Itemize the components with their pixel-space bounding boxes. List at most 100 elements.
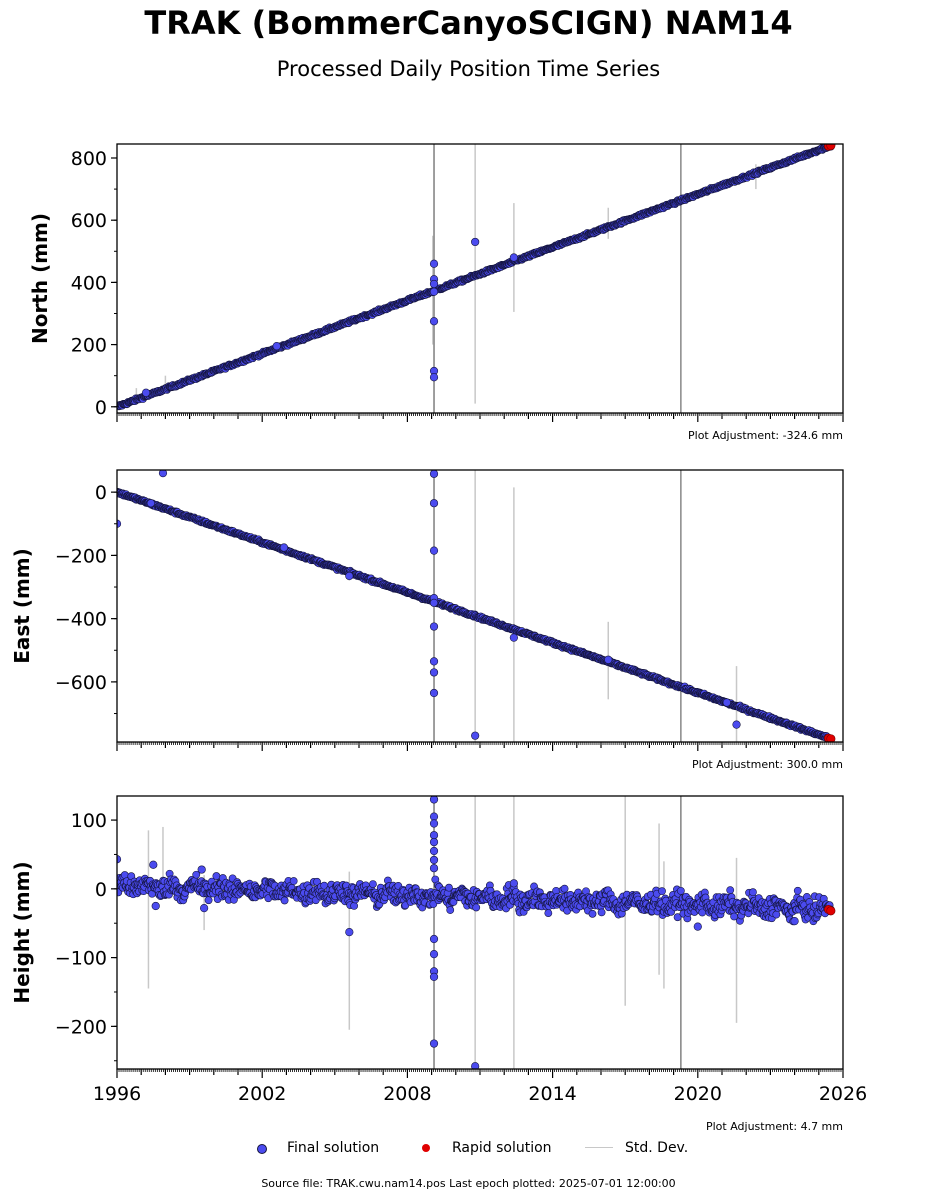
final-point <box>446 906 455 914</box>
east-panel: 0 −200 −400 −600 East (mm) Plot Adjustment: 3… <box>10 469 844 771</box>
x-tick-label: 2002 <box>238 1083 286 1105</box>
final-point <box>350 901 359 910</box>
rapid-point <box>826 734 836 742</box>
final-outlier-point <box>141 388 151 397</box>
final-outlier-point <box>429 657 439 666</box>
north-panel: 0 200 400 600 800 North (mm) Plot Adjustment: … <box>28 143 844 442</box>
y-tick-label: 0 <box>95 397 107 419</box>
final-outlier-point <box>158 470 168 478</box>
plot-adjustment-label: Plot Adjustment: 4.7 mm <box>706 1120 843 1133</box>
final-point <box>658 887 666 896</box>
final-outlier-point <box>345 571 354 581</box>
final-outlier-point <box>429 812 439 821</box>
final-point <box>676 886 685 895</box>
final-outlier-point <box>429 1039 439 1048</box>
legend-stddev-label: Std. Dev. <box>625 1140 689 1156</box>
final-point <box>749 888 757 897</box>
x-tick-label: 1996 <box>93 1083 141 1105</box>
final-outlier-point <box>272 342 281 351</box>
final-outlier-point <box>429 950 439 959</box>
final-outlier-point <box>429 831 439 840</box>
final-outlier-point <box>117 519 122 528</box>
final-outlier-point <box>429 864 439 873</box>
final-point <box>280 896 289 905</box>
final-outlier-point <box>429 796 439 804</box>
source-footer: Source file: TRAK.cwu.nam14.pos Last epo… <box>261 1177 676 1190</box>
final-point <box>597 908 606 917</box>
y-tick-label: −200 <box>55 1016 107 1038</box>
final-point <box>472 903 481 912</box>
chart-title: TRAK (BommerCanyoSCIGN) NAM14 <box>144 4 793 42</box>
y-tick-label: 0 <box>95 879 107 901</box>
final-outlier-point <box>471 1062 480 1069</box>
final-solution-marker <box>257 1144 267 1154</box>
legend: Final solution Rapid solution Std. Dev. <box>0 1138 937 1158</box>
plot-area <box>117 144 836 413</box>
final-outlier-point <box>509 879 518 888</box>
x-tick-label: 2008 <box>383 1083 431 1105</box>
final-point <box>445 883 453 892</box>
final-outlier-point <box>790 917 799 926</box>
final-point <box>588 909 597 918</box>
axes-frame <box>116 795 844 1070</box>
y-tick-label: −600 <box>55 672 107 694</box>
final-point <box>560 884 569 893</box>
y-tick-label: −200 <box>55 545 107 567</box>
final-point <box>793 886 802 895</box>
final-outlier-point <box>429 470 439 478</box>
final-outlier-point <box>604 655 613 664</box>
height-panel: 100 0 −100 −200 1996 2002 2008 2014 2020 2026 Heig… <box>10 795 867 1133</box>
final-outlier-point <box>429 499 439 508</box>
y-axis-label: East (mm) <box>10 548 34 664</box>
plot-area <box>117 796 836 1069</box>
final-outlier-point <box>429 668 439 677</box>
final-outlier-point <box>149 860 158 869</box>
legend-final-label: Final solution <box>287 1140 380 1156</box>
plot-adjustment-label: Plot Adjustment: 300.0 mm <box>692 758 843 771</box>
y-axis-label: North (mm) <box>28 213 52 344</box>
chart-subtitle: Processed Daily Position Time Series <box>276 57 661 81</box>
final-outlier-point <box>151 901 160 911</box>
y-axis-label: Height (mm) <box>10 861 34 1003</box>
y-tick-label: 0 <box>95 482 107 504</box>
final-outlier-point <box>429 546 439 555</box>
y-tick-label: 200 <box>71 335 107 357</box>
final-outlier-point <box>429 317 439 326</box>
final-outlier-point <box>429 598 439 607</box>
final-point <box>204 896 213 905</box>
final-point <box>369 880 377 889</box>
final-outlier-point <box>345 928 354 937</box>
plot-adjustment-label: Plot Adjustment: -324.6 mm <box>688 429 843 442</box>
final-outlier-point <box>732 720 741 729</box>
final-outlier-point <box>509 633 518 642</box>
final-point <box>673 913 682 922</box>
stddev-marker <box>585 1147 613 1148</box>
y-tick-label: −100 <box>55 948 107 970</box>
final-point <box>772 910 781 919</box>
final-point <box>289 877 298 885</box>
final-outlier-point <box>146 499 155 508</box>
final-point <box>192 870 201 879</box>
final-outlier-point <box>117 855 122 864</box>
y-tick-label: 600 <box>71 210 107 232</box>
y-tick-label: 100 <box>71 810 107 832</box>
x-tick-label: 2026 <box>819 1083 867 1105</box>
final-outlier-point <box>429 373 439 382</box>
final-outlier-point <box>693 922 702 931</box>
final-outlier-point <box>429 688 439 698</box>
final-outlier-point <box>429 972 439 981</box>
final-point <box>544 909 553 917</box>
plot-area <box>117 470 836 742</box>
y-tick-label: −400 <box>55 609 107 631</box>
final-point <box>212 872 221 880</box>
final-outlier-point <box>429 819 439 828</box>
y-tick-label: 800 <box>71 148 107 170</box>
final-outlier-point <box>471 731 480 740</box>
final-point <box>726 886 735 895</box>
final-outlier-point <box>429 855 439 865</box>
final-outlier-point <box>471 237 480 247</box>
final-outlier-point <box>429 287 439 296</box>
y-tick-label: 400 <box>71 272 107 294</box>
final-outlier-point <box>509 253 518 262</box>
rapid-point <box>826 906 836 916</box>
